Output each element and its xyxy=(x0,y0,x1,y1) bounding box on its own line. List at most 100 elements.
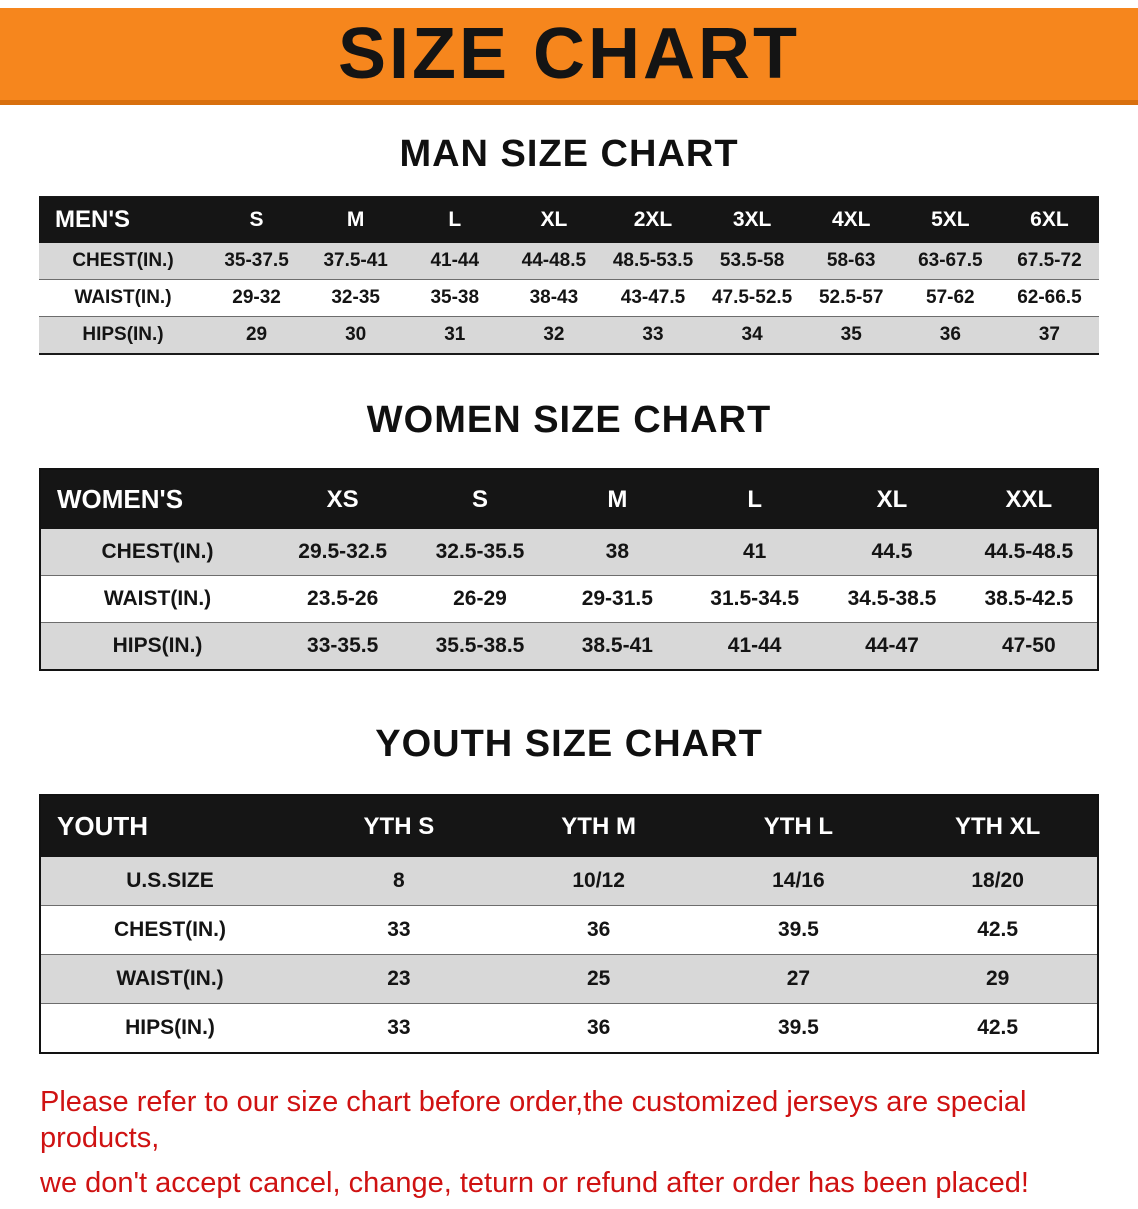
size-value-cell: 31 xyxy=(444,324,466,345)
table-row: HIPS(IN.) 29 30 31 32 33 34 35 36 37 xyxy=(39,316,1099,354)
size-value-cell: 44-47 xyxy=(865,634,919,657)
size-value-cell: 34 xyxy=(741,324,763,345)
table-row: HIPS(IN.) 33-35.5 35.5-38.5 38.5-41 41-44 44-… xyxy=(40,622,1098,670)
size-value-cell: 8 xyxy=(393,869,405,892)
table-row: CHEST(IN.) 33 36 39.5 42.5 xyxy=(40,905,1098,955)
size-value-cell: 34.5-38.5 xyxy=(847,587,937,610)
women-section-heading: WOMEN SIZE CHART xyxy=(366,399,772,441)
youth-section-heading: YOUTH SIZE CHART xyxy=(375,723,763,765)
table-header-row: YOUTH YTH S YTH M YTH L YTH XL xyxy=(40,795,1098,857)
disclaimer-line-2: we don't accept cancel, change, teturn o… xyxy=(40,1166,1029,1199)
banner: SIZE CHART xyxy=(0,8,1138,105)
size-value-cell: 35.5-38.5 xyxy=(435,634,525,657)
size-value-cell: 33 xyxy=(387,1016,411,1039)
size-value-cell: 30 xyxy=(345,324,367,345)
size-value-cell: 27 xyxy=(786,967,811,990)
size-value-cell: 36 xyxy=(586,918,611,941)
table-row: CHEST(IN.) 29.5-32.5 32.5-35.5 38 41 44.5 44.5… xyxy=(40,529,1098,576)
size-value-cell: 32 xyxy=(543,324,565,345)
size-value-cell: 44.5-48.5 xyxy=(984,540,1074,563)
size-value-cell: 25 xyxy=(586,967,611,990)
size-value-cell: 29 xyxy=(985,967,1010,990)
size-value-cell: 35-37.5 xyxy=(224,250,289,271)
table-title-cell: MEN'S xyxy=(39,196,207,243)
size-column-header: M xyxy=(306,196,406,243)
banner-title: SIZE CHART xyxy=(338,14,800,94)
table-title-cell: YOUTH xyxy=(40,795,299,857)
size-value-cell: 35 xyxy=(840,324,862,345)
row-label-cell: HIPS(IN.) xyxy=(112,634,203,657)
size-value-cell: 38.5-42.5 xyxy=(984,587,1074,610)
size-value-cell: 57-62 xyxy=(926,287,975,308)
table-title-cell: WOMEN'S xyxy=(40,469,274,529)
size-column-header: M xyxy=(548,469,686,529)
youth-section: YOUTH SIZE CHART YOUTH YTH S YTH M YTH L YTH… xyxy=(0,723,1138,1054)
size-value-cell: 38.5-41 xyxy=(581,634,653,657)
size-column-header: L xyxy=(405,196,505,243)
table-row: CHEST(IN.) 35-37.5 37.5-41 41-44 44-48.5 48.5… xyxy=(39,243,1099,280)
men-section: MAN SIZE CHART MEN'S S M L XL 2XL 3XL 4XL 5XL 6XL… xyxy=(0,133,1138,355)
size-value-cell: 37.5-41 xyxy=(323,250,388,271)
row-label-cell: WAIST(IN.) xyxy=(74,287,172,308)
size-value-cell: 32.5-35.5 xyxy=(435,540,525,563)
row-label-cell: HIPS(IN.) xyxy=(82,324,164,345)
size-value-cell: 29 xyxy=(245,324,268,345)
size-value-cell: 48.5-53.5 xyxy=(612,250,694,271)
row-label-cell: HIPS(IN.) xyxy=(125,1016,215,1039)
men-section-heading: MAN SIZE CHART xyxy=(399,133,739,175)
row-label-cell: CHEST(IN.) xyxy=(114,918,226,941)
size-value-cell: 53.5-58 xyxy=(719,250,785,271)
size-value-cell: 29-31.5 xyxy=(581,587,653,610)
size-column-header: 6XL xyxy=(999,196,1099,243)
size-value-cell: 35-38 xyxy=(430,287,480,308)
size-value-cell: 18/20 xyxy=(971,869,1024,892)
size-column-header: YTH M xyxy=(498,795,699,857)
row-label-cell: U.S.SIZE xyxy=(126,869,214,892)
size-value-cell: 52.5-57 xyxy=(818,287,884,308)
size-value-cell: 10/12 xyxy=(572,869,625,892)
size-value-cell: 44-48.5 xyxy=(521,250,587,271)
size-value-cell: 33 xyxy=(642,324,664,345)
table-header-row: MEN'S S M L XL 2XL 3XL 4XL 5XL 6XL xyxy=(39,196,1099,243)
size-column-header: XXL xyxy=(960,469,1098,529)
size-value-cell: 23.5-26 xyxy=(307,587,379,610)
size-value-cell: 37 xyxy=(1038,324,1060,345)
size-value-cell: 36 xyxy=(586,1016,611,1039)
size-value-cell: 41-44 xyxy=(430,250,480,271)
size-column-header: S xyxy=(207,196,307,243)
size-column-header: 3XL xyxy=(702,196,802,243)
size-value-cell: 62-66.5 xyxy=(1017,287,1082,308)
disclaimer: Please refer to our size chart before or… xyxy=(40,1084,1110,1201)
size-value-cell: 43-47.5 xyxy=(620,287,686,308)
size-column-header: YTH S xyxy=(299,795,499,857)
size-value-cell: 42.5 xyxy=(977,1016,1019,1039)
row-label-cell: CHEST(IN.) xyxy=(101,540,214,563)
table-row: WAIST(IN.) 29-32 32-35 35-38 38-43 43-47.5 47.… xyxy=(39,279,1099,317)
row-label-cell: WAIST(IN.) xyxy=(103,587,212,610)
table-row: U.S.SIZE 8 10/12 14/16 18/20 xyxy=(40,857,1098,906)
row-label-cell: WAIST(IN.) xyxy=(116,967,224,990)
size-value-cell: 33 xyxy=(387,918,411,941)
size-column-header: 5XL xyxy=(900,196,1000,243)
size-value-cell: 29-32 xyxy=(232,287,281,308)
table-row: WAIST(IN.) 23.5-26 26-29 29-31.5 31.5-34.5 34… xyxy=(40,575,1098,623)
size-value-cell: 23 xyxy=(387,967,411,990)
size-value-cell: 38 xyxy=(605,540,629,563)
size-value-cell: 26-29 xyxy=(453,587,507,610)
size-value-cell: 39.5 xyxy=(777,1016,819,1039)
table-header-row: WOMEN'S XS S M L XL XXL xyxy=(40,469,1098,529)
table-row: WAIST(IN.) 23 25 27 29 xyxy=(40,954,1098,1004)
size-value-cell: 67.5-72 xyxy=(1017,250,1082,271)
size-value-cell: 58-63 xyxy=(826,250,876,271)
size-column-header: XS xyxy=(274,469,412,529)
size-column-header: S xyxy=(411,469,549,529)
size-value-cell: 39.5 xyxy=(777,918,819,941)
size-value-cell: 38-43 xyxy=(529,287,579,308)
size-column-header: YTH XL xyxy=(898,795,1098,857)
size-value-cell: 31.5-34.5 xyxy=(710,587,800,610)
size-value-cell: 47.5-52.5 xyxy=(711,287,793,308)
size-value-cell: 44.5 xyxy=(871,540,913,563)
size-column-header: L xyxy=(685,469,824,529)
size-value-cell: 42.5 xyxy=(977,918,1019,941)
size-column-header: XL xyxy=(823,469,961,529)
